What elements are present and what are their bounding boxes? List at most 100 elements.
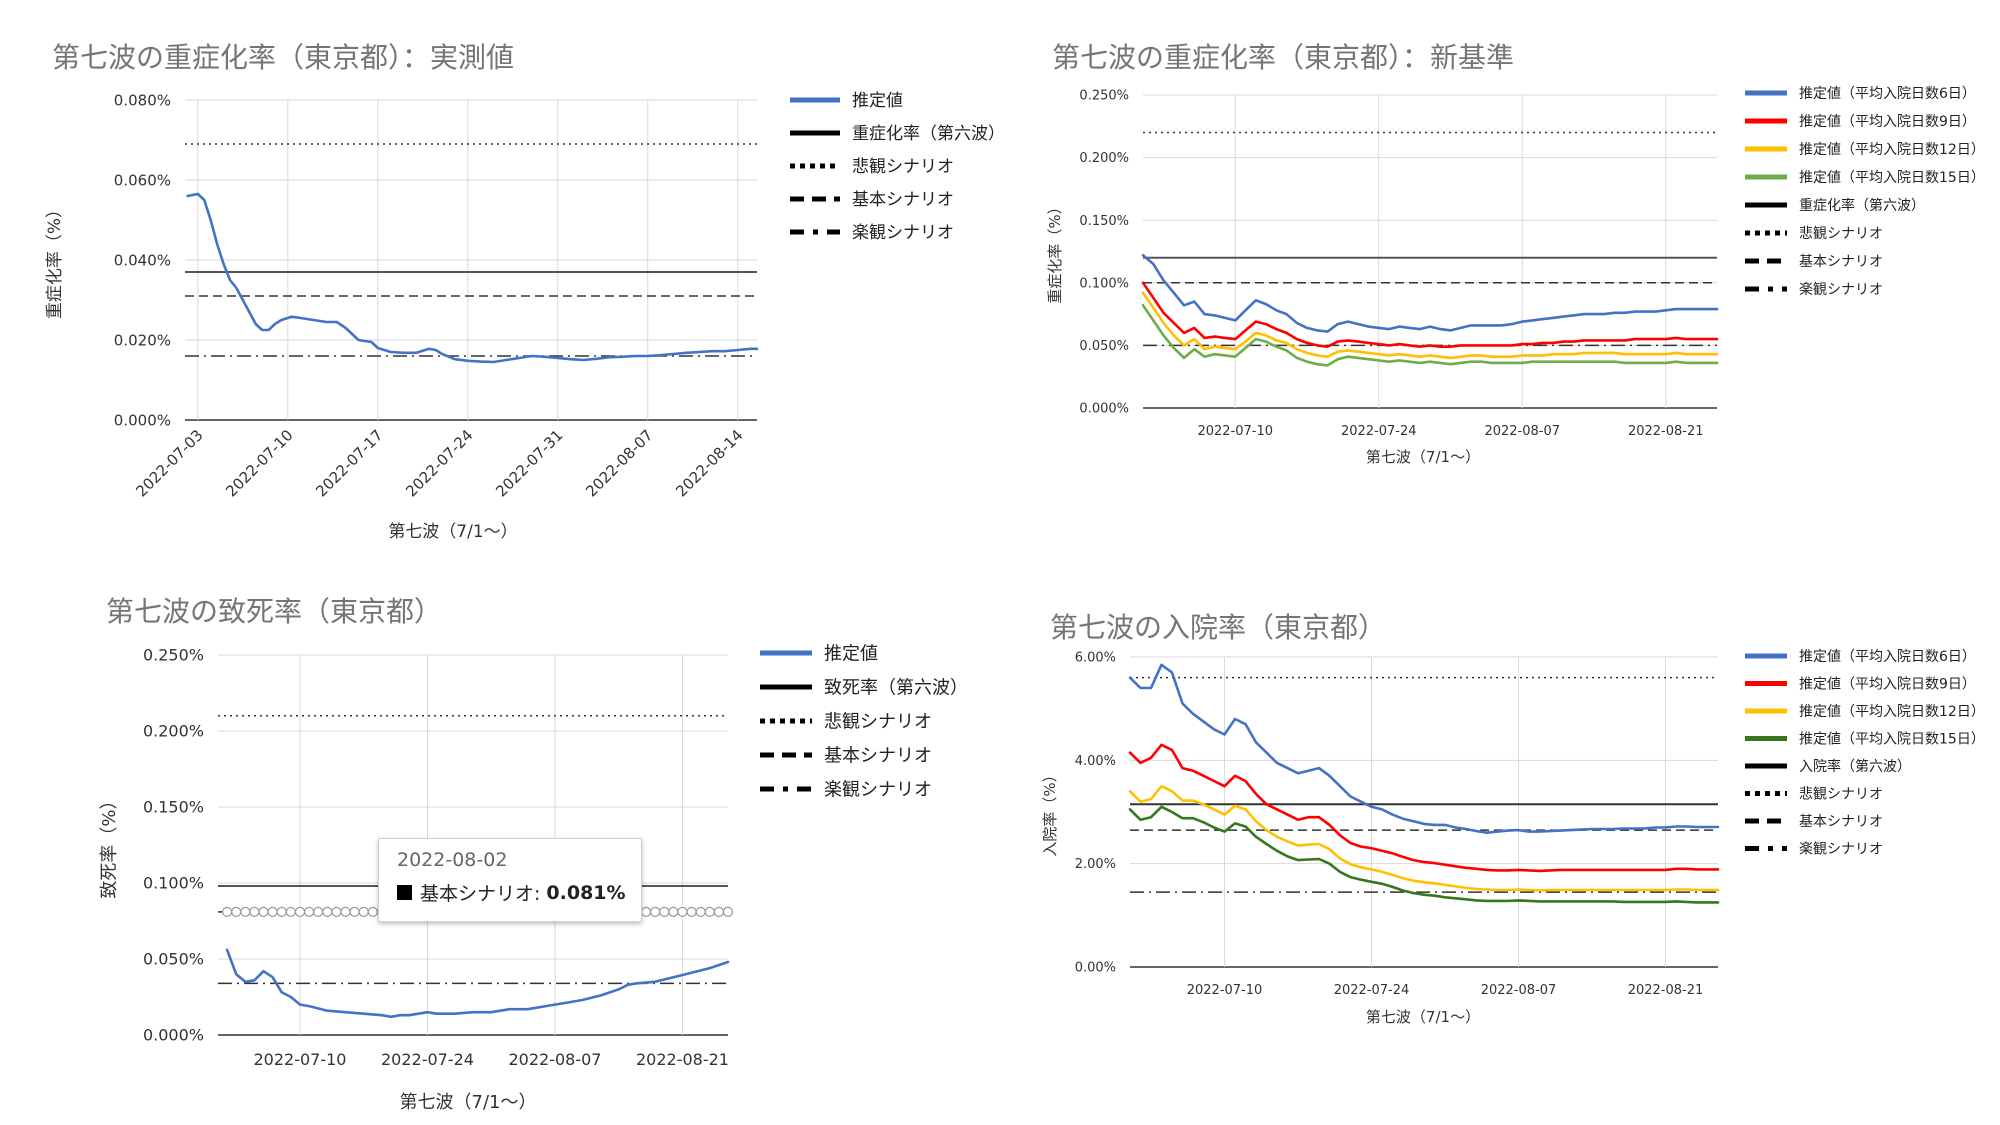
tooltip-swatch: [397, 885, 412, 900]
highlight-point[interactable]: [331, 906, 342, 917]
highlight-point[interactable]: [340, 906, 351, 917]
legend-label: 悲観シナリオ: [852, 157, 954, 177]
y-tick-label: 0.000%: [1079, 402, 1129, 417]
highlight-point[interactable]: [704, 906, 715, 917]
x-tick-label: 2022-08-21: [1628, 424, 1704, 439]
chart-hospitalization: 0.00% 2.00% 4.00% 6.00% 2022-07-10 2022-07-24…: [1041, 649, 1985, 1026]
highlight-point[interactable]: [358, 906, 369, 917]
legend-label: 推定値（平均入院日数6日）: [1799, 649, 1976, 665]
legend-item[interactable]: 悲観シナリオ: [760, 711, 932, 732]
legend-label: 悲観シナリオ: [824, 711, 932, 732]
y-axis-label: 重症化率（%）: [45, 201, 65, 319]
legend-label: 推定値（平均入院日数9日）: [1799, 114, 1976, 130]
highlight-point[interactable]: [650, 906, 661, 917]
highlight-point[interactable]: [349, 906, 360, 917]
legend-item[interactable]: 推定値（平均入院日数9日）: [1745, 114, 1976, 130]
legend-item[interactable]: 重症化率（第六波）: [790, 124, 1005, 144]
legend-item[interactable]: 楽観シナリオ: [1745, 841, 1883, 858]
series-line: [1141, 291, 1719, 360]
highlight-point[interactable]: [659, 906, 670, 917]
x-tick-label: 2022-07-03: [132, 426, 206, 500]
highlight-point[interactable]: [313, 906, 324, 917]
legend-item[interactable]: 推定値（平均入院日数15日）: [1745, 732, 1985, 748]
legend-item[interactable]: 悲観シナリオ: [1745, 225, 1883, 242]
legend-item[interactable]: 推定値（平均入院日数12日）: [1745, 142, 1985, 158]
chart-severity-measured: 0.000% 0.020% 0.040% 0.060% 0.080% 2022-07-03…: [45, 91, 1005, 542]
legend-label: 基本シナリオ: [1799, 253, 1883, 270]
highlight-point[interactable]: [686, 906, 697, 917]
highlight-point[interactable]: [640, 906, 652, 917]
y-axis-label: 入院率（%）: [1041, 767, 1059, 856]
highlight-point[interactable]: [222, 906, 233, 917]
highlight-point[interactable]: [285, 906, 296, 917]
legend-item[interactable]: 推定値（平均入院日数6日）: [1745, 649, 1976, 665]
series-group: [185, 143, 759, 364]
legend-item[interactable]: 推定値（平均入院日数6日）: [1745, 86, 1976, 102]
x-tick-label: 2022-08-21: [1628, 983, 1704, 998]
series-group: [1128, 663, 1720, 904]
highlight-point[interactable]: [677, 906, 688, 917]
legend-item[interactable]: 推定値（平均入院日数12日）: [1745, 704, 1985, 720]
legend-item[interactable]: 基本シナリオ: [760, 745, 932, 766]
highlight-point[interactable]: [231, 906, 242, 917]
chart-panel-severity-measured: 第七波の重症化率（東京都）：実測値 0.000% 0.020% 0.040% 0.06…: [0, 0, 1005, 560]
tooltip-date: 2022-08-02: [397, 849, 508, 871]
legend-item[interactable]: 推定値: [790, 91, 903, 111]
legend-item[interactable]: 悲観シナリオ: [790, 157, 954, 177]
legend-item[interactable]: 基本シナリオ: [1745, 813, 1883, 830]
highlight-point[interactable]: [695, 906, 706, 917]
legend-item[interactable]: 重症化率（第六波）: [1745, 197, 1925, 214]
legend-item[interactable]: 推定値（平均入院日数15日）: [1745, 170, 1985, 186]
y-tick-label: 0.000%: [114, 411, 171, 429]
legend-label: 重症化率（第六波）: [1799, 197, 1925, 214]
y-tick-label: 0.000%: [143, 1026, 204, 1045]
y-tick-label: 0.080%: [114, 91, 171, 109]
x-tick-label: 2022-08-21: [636, 1050, 729, 1069]
legend-item[interactable]: 基本シナリオ: [1745, 253, 1883, 270]
chart-title: 第七波の致死率（東京都）: [106, 595, 443, 628]
y-axis-label: 致死率（%）: [99, 791, 120, 898]
legend-label: 推定値（平均入院日数15日）: [1799, 732, 1985, 748]
highlight-point[interactable]: [722, 906, 734, 917]
legend-item[interactable]: 楽観シナリオ: [790, 223, 954, 243]
chart-severity-new-criteria: 0.000% 0.050% 0.100% 0.150% 0.200% 0.250% 2022…: [1046, 86, 1985, 466]
tooltip-value: 0.081%: [546, 881, 626, 904]
legend-item[interactable]: 楽観シナリオ: [760, 779, 932, 800]
x-tick-label: 2022-08-07: [1481, 983, 1557, 998]
highlight-point[interactable]: [303, 906, 315, 917]
legend-item[interactable]: 楽観シナリオ: [1745, 281, 1883, 298]
highlight-point[interactable]: [249, 906, 260, 917]
chart-panel-hospitalization: 第七波の入院率（東京都） 0.00% 2.00% 4.00% 6.00% 2022-07…: [1000, 560, 2000, 1125]
y-tick-label: 6.00%: [1075, 651, 1116, 666]
highlight-point[interactable]: [322, 906, 333, 917]
legend-label: 楽観シナリオ: [1799, 281, 1883, 298]
x-tick-label: 2022-07-24: [381, 1050, 474, 1069]
tooltip-row: 基本シナリオ: 0.081%: [397, 879, 626, 906]
legend-item[interactable]: 基本シナリオ: [790, 190, 954, 210]
x-tick-label: 2022-08-07: [582, 426, 656, 500]
highlight-point[interactable]: [240, 906, 251, 917]
tooltip-series-label: 基本シナリオ:: [420, 883, 541, 905]
chart-title: 第七波の入院率（東京都）: [1050, 611, 1387, 644]
highlight-point[interactable]: [276, 906, 287, 917]
legend-item[interactable]: 入院率（第六波）: [1745, 758, 1911, 775]
chart-panel-severity-new-criteria: 第七波の重症化率（東京都）：新基準 0.000% 0.050% 0.100% 0.15…: [1000, 0, 2000, 560]
highlight-point[interactable]: [668, 906, 679, 917]
legend-label: 推定値（平均入院日数12日）: [1799, 142, 1985, 158]
legend-item[interactable]: 推定値: [760, 643, 878, 664]
highlight-point[interactable]: [294, 906, 306, 917]
legend-item[interactable]: 悲観シナリオ: [1745, 786, 1883, 803]
series-line: [1128, 784, 1720, 892]
x-tick-label: 2022-08-07: [508, 1050, 601, 1069]
series-line: [225, 948, 730, 1019]
legend: 推定値（平均入院日数6日） 推定値（平均入院日数9日） 推定値（平均入院日数12日）…: [1745, 649, 1985, 858]
highlight-point[interactable]: [713, 906, 724, 917]
highlight-point[interactable]: [367, 906, 378, 917]
legend-item[interactable]: 推定値（平均入院日数9日）: [1745, 677, 1976, 693]
x-tick-label: 2022-07-24: [1334, 983, 1410, 998]
legend-item[interactable]: 致死率（第六波）: [760, 677, 968, 698]
highlight-point[interactable]: [258, 906, 269, 917]
highlight-point[interactable]: [267, 906, 278, 917]
y-tick-label: 0.060%: [114, 171, 171, 189]
